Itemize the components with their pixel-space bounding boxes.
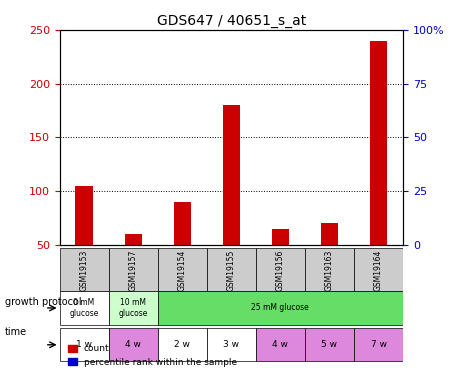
FancyBboxPatch shape [256, 328, 305, 362]
Bar [370, 41, 387, 298]
Bar [76, 186, 93, 298]
Text: GSM19154: GSM19154 [178, 249, 187, 291]
Text: 1 w: 1 w [76, 340, 92, 349]
Text: growth protocol: growth protocol [5, 297, 81, 307]
FancyBboxPatch shape [207, 328, 256, 362]
FancyBboxPatch shape [109, 291, 158, 324]
Bar [321, 223, 338, 298]
FancyBboxPatch shape [60, 291, 109, 324]
FancyBboxPatch shape [109, 328, 158, 362]
FancyBboxPatch shape [256, 249, 305, 291]
Text: 0 mM
glucose: 0 mM glucose [70, 298, 99, 318]
Text: GSM19164: GSM19164 [374, 249, 383, 291]
Text: 3 w: 3 w [224, 340, 239, 349]
FancyBboxPatch shape [158, 328, 207, 362]
Text: 4 w: 4 w [273, 340, 288, 349]
Bar [223, 105, 240, 298]
FancyBboxPatch shape [60, 249, 109, 291]
FancyBboxPatch shape [158, 249, 207, 291]
FancyBboxPatch shape [109, 249, 158, 291]
Text: GSM19153: GSM19153 [80, 249, 88, 291]
Text: 5 w: 5 w [322, 340, 338, 349]
FancyBboxPatch shape [305, 328, 354, 362]
FancyBboxPatch shape [60, 328, 109, 362]
Bar [272, 229, 289, 298]
Text: GSM19163: GSM19163 [325, 249, 334, 291]
FancyBboxPatch shape [158, 291, 403, 324]
Legend: count, percentile rank within the sample: count, percentile rank within the sample [64, 341, 240, 370]
Text: GSM19157: GSM19157 [129, 249, 138, 291]
Text: 25 mM glucose: 25 mM glucose [251, 303, 309, 312]
FancyBboxPatch shape [207, 249, 256, 291]
Text: 2 w: 2 w [174, 340, 190, 349]
Text: time: time [5, 327, 27, 337]
Bar [174, 202, 191, 298]
Text: 10 mM
glucose: 10 mM glucose [119, 298, 148, 318]
Title: GDS647 / 40651_s_at: GDS647 / 40651_s_at [157, 13, 306, 28]
Bar [125, 234, 142, 298]
Text: GSM19155: GSM19155 [227, 249, 236, 291]
FancyBboxPatch shape [354, 249, 403, 291]
Text: GSM19156: GSM19156 [276, 249, 285, 291]
Text: 7 w: 7 w [371, 340, 387, 349]
FancyBboxPatch shape [305, 249, 354, 291]
FancyBboxPatch shape [354, 328, 403, 362]
Text: 4 w: 4 w [125, 340, 141, 349]
